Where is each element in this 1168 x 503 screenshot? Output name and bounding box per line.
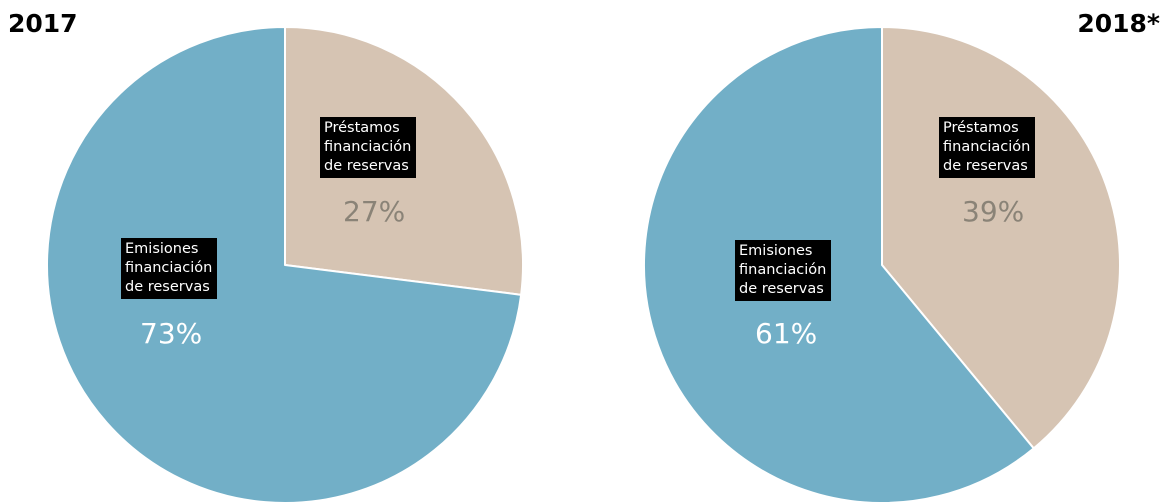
pie-slice-emisiones-2017 [46, 26, 523, 503]
slice-label-line: Emisiones [739, 243, 813, 259]
slice-value-emisiones-2017: 73% [140, 317, 203, 350]
slice-label-prestamos-2018: Préstamos financiación de reservas [939, 117, 1036, 178]
pie-slice-emisiones-2018 [643, 26, 1035, 503]
slice-label-line: Préstamos [943, 120, 1019, 136]
chart-title-2018: 2018* [1077, 9, 1160, 38]
slice-label-emisiones-2018: Emisiones financiación de reservas [735, 240, 832, 301]
slice-value-emisiones-2018: 61% [755, 317, 818, 350]
slice-label-line: financiación [739, 262, 827, 278]
slice-label-line: de reservas [324, 158, 409, 174]
slice-value-prestamos-2018: 39% [962, 195, 1025, 228]
slice-label-line: Préstamos [324, 120, 400, 136]
slice-label-line: financiación [943, 139, 1031, 155]
chart-title-2017: 2017 [8, 9, 78, 38]
slice-label-emisiones-2017: Emisiones financiación de reservas [121, 238, 218, 299]
slice-label-line: Emisiones [125, 241, 199, 257]
slice-label-line: financiación [324, 139, 412, 155]
slice-value-prestamos-2017: 27% [343, 195, 406, 228]
slice-label-line: financiación [125, 260, 213, 276]
slice-label-line: de reservas [943, 158, 1028, 174]
slice-label-line: de reservas [739, 281, 824, 297]
slice-label-prestamos-2017: Préstamos financiación de reservas [320, 117, 417, 178]
slice-label-line: de reservas [125, 279, 210, 295]
